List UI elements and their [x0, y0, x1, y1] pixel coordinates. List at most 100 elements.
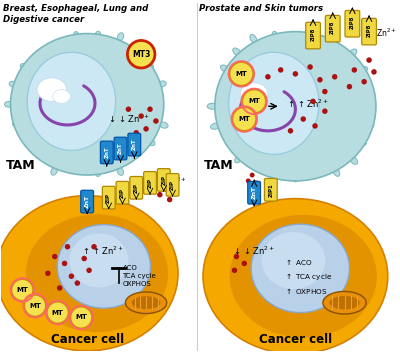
- Text: ZIP8: ZIP8: [310, 28, 316, 41]
- FancyBboxPatch shape: [157, 169, 170, 191]
- Ellipse shape: [358, 67, 368, 74]
- Circle shape: [126, 107, 131, 112]
- Circle shape: [153, 118, 159, 124]
- Circle shape: [134, 130, 139, 136]
- Ellipse shape: [147, 139, 155, 145]
- Text: ZIP: ZIP: [148, 178, 152, 188]
- Ellipse shape: [256, 160, 262, 169]
- Ellipse shape: [51, 167, 57, 175]
- Text: ZIP: ZIP: [161, 175, 166, 185]
- FancyBboxPatch shape: [114, 137, 127, 160]
- Ellipse shape: [36, 50, 44, 58]
- Ellipse shape: [55, 41, 61, 50]
- Text: ZIP8: ZIP8: [366, 24, 372, 37]
- Ellipse shape: [262, 232, 325, 289]
- Text: $\downarrow\downarrow$Zn$^{2+}$: $\downarrow\downarrow$Zn$^{2+}$: [232, 245, 274, 257]
- Circle shape: [157, 192, 162, 198]
- Text: MT: MT: [16, 287, 28, 293]
- Ellipse shape: [273, 168, 279, 177]
- Circle shape: [250, 173, 255, 177]
- FancyBboxPatch shape: [362, 18, 376, 45]
- FancyBboxPatch shape: [325, 16, 340, 42]
- Text: TAM: TAM: [204, 159, 234, 172]
- Ellipse shape: [210, 123, 220, 129]
- Ellipse shape: [292, 172, 298, 182]
- Text: Cancer cell: Cancer cell: [50, 333, 124, 346]
- Ellipse shape: [251, 224, 350, 313]
- Circle shape: [312, 123, 318, 129]
- Ellipse shape: [357, 138, 366, 145]
- Ellipse shape: [12, 120, 21, 126]
- Circle shape: [242, 261, 247, 266]
- Circle shape: [147, 107, 153, 112]
- Ellipse shape: [132, 296, 160, 309]
- Ellipse shape: [57, 225, 150, 308]
- Text: MT: MT: [238, 116, 250, 122]
- Circle shape: [254, 181, 258, 185]
- Circle shape: [52, 254, 58, 259]
- Ellipse shape: [323, 291, 366, 314]
- Text: $\uparrow\uparrow$Zn$^{2+}$: $\uparrow\uparrow$Zn$^{2+}$: [81, 245, 124, 257]
- Text: ZnT: ZnT: [252, 186, 257, 199]
- Circle shape: [47, 302, 68, 323]
- FancyBboxPatch shape: [81, 190, 94, 213]
- Circle shape: [143, 126, 149, 132]
- Circle shape: [322, 89, 328, 94]
- Text: ZIP: ZIP: [106, 193, 111, 202]
- Ellipse shape: [0, 196, 178, 351]
- Circle shape: [265, 74, 271, 80]
- Ellipse shape: [220, 65, 230, 72]
- Circle shape: [12, 279, 33, 301]
- Text: MT: MT: [248, 98, 260, 104]
- Circle shape: [317, 77, 323, 82]
- Ellipse shape: [152, 101, 161, 107]
- Circle shape: [366, 57, 372, 63]
- Text: MT: MT: [29, 303, 41, 309]
- Text: TAM: TAM: [6, 159, 35, 172]
- Ellipse shape: [215, 32, 376, 181]
- Ellipse shape: [160, 122, 168, 128]
- Ellipse shape: [230, 215, 377, 338]
- Ellipse shape: [331, 40, 338, 48]
- Circle shape: [91, 244, 97, 250]
- Ellipse shape: [129, 149, 136, 156]
- Ellipse shape: [74, 32, 80, 40]
- FancyBboxPatch shape: [306, 22, 320, 49]
- Ellipse shape: [36, 151, 44, 159]
- FancyBboxPatch shape: [264, 178, 277, 201]
- Ellipse shape: [228, 52, 319, 154]
- Circle shape: [361, 79, 367, 85]
- Ellipse shape: [233, 48, 241, 56]
- Text: ZIP8: ZIP8: [350, 16, 355, 29]
- Ellipse shape: [20, 64, 28, 70]
- FancyBboxPatch shape: [102, 186, 115, 209]
- Circle shape: [288, 128, 293, 133]
- Ellipse shape: [117, 167, 124, 175]
- FancyBboxPatch shape: [345, 11, 360, 37]
- Text: ZnT: ZnT: [132, 139, 137, 150]
- Ellipse shape: [292, 34, 298, 44]
- Circle shape: [242, 90, 266, 113]
- Circle shape: [62, 261, 67, 266]
- Text: ZIP: ZIP: [170, 180, 175, 190]
- Text: MT: MT: [52, 309, 64, 315]
- Circle shape: [70, 307, 92, 328]
- Ellipse shape: [95, 168, 101, 176]
- Circle shape: [153, 172, 159, 178]
- Circle shape: [347, 84, 352, 89]
- Ellipse shape: [235, 155, 243, 163]
- Circle shape: [167, 197, 172, 202]
- Circle shape: [232, 107, 256, 131]
- FancyBboxPatch shape: [130, 177, 143, 199]
- Text: Zn$^{2+}$: Zn$^{2+}$: [166, 176, 186, 188]
- Circle shape: [74, 280, 80, 286]
- Ellipse shape: [350, 156, 358, 164]
- Circle shape: [371, 69, 377, 75]
- Text: MT3: MT3: [132, 50, 150, 59]
- Ellipse shape: [26, 214, 168, 332]
- Ellipse shape: [365, 103, 375, 109]
- Ellipse shape: [333, 167, 340, 176]
- Circle shape: [24, 295, 46, 316]
- Circle shape: [86, 268, 92, 273]
- Text: MT: MT: [75, 314, 87, 320]
